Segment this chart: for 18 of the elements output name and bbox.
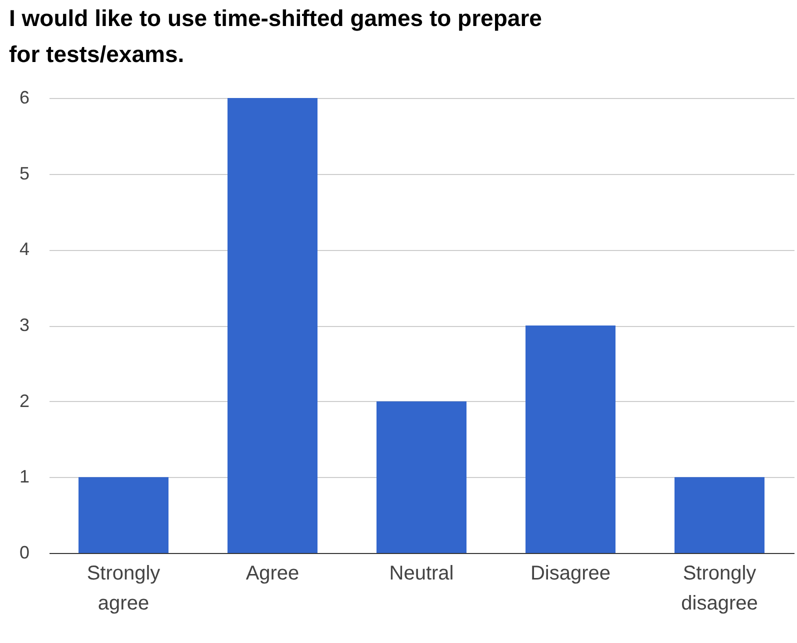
y-tick-label: 2 xyxy=(19,390,30,411)
x-tick-label: Neutral xyxy=(389,562,454,584)
x-tick-label: Strongly disagree xyxy=(681,562,758,614)
y-tick-label: 4 xyxy=(19,239,30,260)
chart-title: I would like to use time-shifted games to prepare for tests/exams. xyxy=(8,5,542,67)
x-tick-label: Strongly agree xyxy=(86,562,160,614)
x-tick-label: Agree xyxy=(246,562,300,584)
bar xyxy=(526,326,616,553)
bar xyxy=(376,401,466,553)
y-tick-label: 6 xyxy=(19,88,30,108)
y-tick-label: 3 xyxy=(19,315,30,335)
x-tick-label: Disagree xyxy=(530,562,611,584)
y-tick-label: 0 xyxy=(19,542,30,562)
bar xyxy=(228,98,318,553)
bar xyxy=(78,477,168,553)
y-tick-label: 5 xyxy=(19,163,30,184)
y-tick-label: 1 xyxy=(19,466,30,487)
bar xyxy=(674,477,764,553)
